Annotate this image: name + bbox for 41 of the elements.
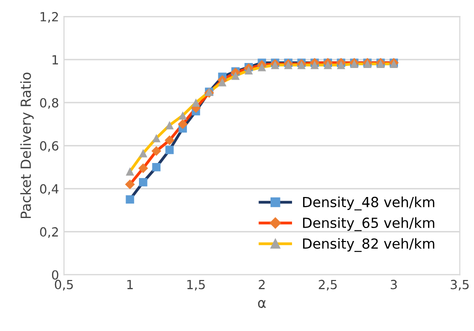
x-tick-label: 1 — [127, 280, 133, 290]
y-tick-label: 1 — [52, 55, 58, 64]
x-tick-label: 3,5 — [450, 280, 469, 291]
point — [244, 66, 253, 75]
point — [152, 134, 161, 142]
y-tick-label: 1,2 — [40, 12, 58, 23]
y-tick-label: 0,2 — [40, 227, 58, 238]
y-tick-label: 0,4 — [40, 184, 58, 195]
point — [165, 146, 174, 154]
point — [164, 135, 174, 146]
point — [310, 60, 319, 70]
y-axis-title: Packet Delivery Ratio — [20, 72, 34, 218]
point — [138, 149, 148, 158]
point — [151, 146, 162, 156]
point — [126, 195, 134, 204]
x-axis-title: α — [258, 300, 266, 308]
point — [324, 60, 332, 70]
point — [218, 78, 226, 86]
x-tick-label: 0,5 — [54, 280, 73, 291]
y-tick-label: 0,6 — [40, 141, 58, 152]
y-tick-label: 0 — [52, 270, 58, 280]
legend-label: Density_65 veh/km — [303, 217, 434, 232]
point — [336, 60, 346, 70]
point — [138, 163, 148, 174]
point — [192, 98, 200, 107]
point — [152, 162, 161, 172]
point — [178, 119, 188, 130]
legend-label: Density_82 veh/km — [303, 238, 434, 252]
point — [165, 121, 174, 130]
legend-label: Density_48 veh/km — [303, 196, 434, 210]
point — [125, 179, 135, 190]
x-tick-label: 2 — [258, 280, 265, 290]
x-tick-label: 2,5 — [318, 280, 337, 291]
point — [258, 62, 266, 72]
y-tick-label: 0,8 — [40, 98, 58, 109]
point — [231, 72, 240, 80]
x-tick-label: 3 — [390, 280, 397, 290]
point — [138, 178, 148, 186]
point — [126, 167, 134, 176]
point — [178, 111, 187, 120]
x-tick-label: 1,5 — [187, 280, 205, 291]
